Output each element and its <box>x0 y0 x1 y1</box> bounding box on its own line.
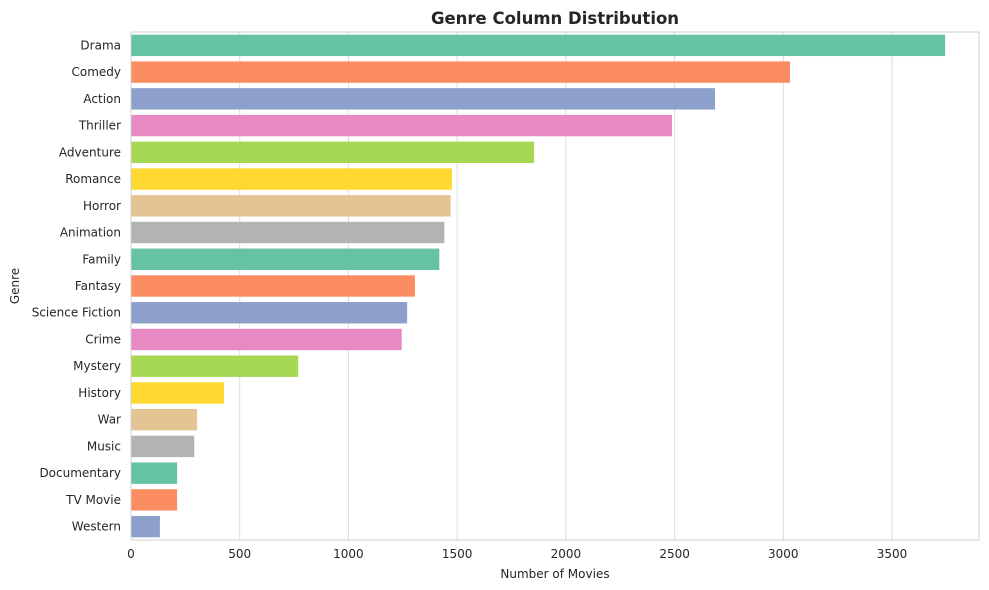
bar-mystery <box>131 355 299 377</box>
bar-war <box>131 408 198 431</box>
y-tick-label: Thriller <box>78 119 121 133</box>
x-tick-label: 2000 <box>551 547 582 561</box>
bar-thriller <box>131 114 672 137</box>
y-tick-label: TV Movie <box>65 493 121 507</box>
bar-crime <box>131 328 402 351</box>
y-axis-label: Genre <box>8 268 22 304</box>
y-tick-label: Romance <box>65 172 121 186</box>
y-tick-label: War <box>98 413 121 427</box>
bar-drama <box>131 34 946 57</box>
bar-comedy <box>131 61 791 83</box>
y-tick-label: Crime <box>85 332 121 346</box>
bar-tv-movie <box>131 489 178 511</box>
y-tick-label: Animation <box>60 226 121 240</box>
y-tick-label: Mystery <box>73 359 121 373</box>
bars <box>131 34 946 538</box>
x-tick-label: 1000 <box>333 547 364 561</box>
bar-horror <box>131 195 451 217</box>
x-tick-label: 3000 <box>768 547 799 561</box>
bar-documentary <box>131 462 178 484</box>
y-tick-label: Comedy <box>71 65 121 79</box>
y-tick-label: Music <box>87 439 121 453</box>
y-tick-labels: Drama Comedy Action Thriller Adventure Romanc… <box>32 38 121 533</box>
y-tick-label: Fantasy <box>75 279 121 293</box>
x-tick-label: 1500 <box>442 547 473 561</box>
bar-science-fiction <box>131 302 408 324</box>
y-tick-label: Western <box>72 520 121 534</box>
y-tick-label: Documentary <box>39 466 121 480</box>
bar-family <box>131 248 440 270</box>
plot-frame <box>130 31 980 541</box>
chart-title: Genre Column Distribution <box>431 9 679 28</box>
x-tick-label: 2500 <box>659 547 690 561</box>
y-tick-label: Drama <box>80 38 121 52</box>
y-tick-label: Action <box>83 92 121 106</box>
y-tick-label: Adventure <box>59 145 121 159</box>
y-tick-label: Science Fiction <box>32 306 121 320</box>
bar-western <box>131 515 160 538</box>
x-axis-label: Number of Movies <box>500 567 609 581</box>
x-tick-label: 500 <box>228 547 251 561</box>
x-tick-label: 0 <box>127 547 135 561</box>
bar-adventure <box>131 141 535 164</box>
y-tick-label: History <box>78 386 121 400</box>
bar-history <box>131 382 225 404</box>
y-tick-label: Family <box>82 252 121 266</box>
x-tick-labels: 0 500 1000 1500 2000 2500 3000 3500 <box>127 547 907 561</box>
bar-action <box>131 88 716 110</box>
bar-romance <box>131 168 452 190</box>
y-tick-label: Horror <box>83 199 121 213</box>
x-tick-label: 3500 <box>877 547 908 561</box>
bar-music <box>131 435 195 458</box>
bar-fantasy <box>131 275 415 297</box>
bar-animation <box>131 221 445 244</box>
